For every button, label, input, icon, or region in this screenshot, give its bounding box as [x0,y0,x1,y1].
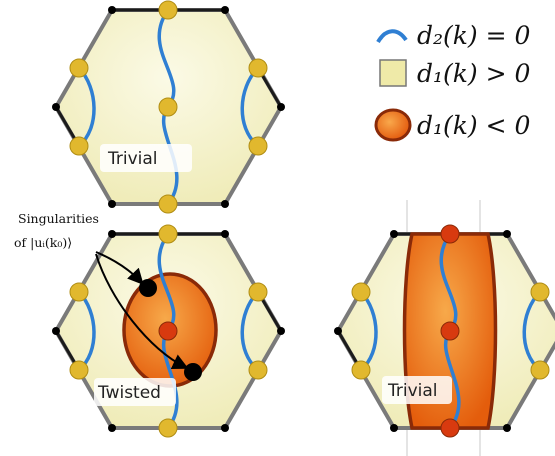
yellow-nodes-top-left [69,0,268,214]
legend-square-label: d₁(k) > 0 [417,59,531,88]
legend-square-icon [379,59,407,87]
yellow-nodes-bottom-right [351,282,550,380]
red-nodes-bottom-right [440,224,460,438]
panel-bottom-left: Twisted [52,224,285,438]
corner-dots-top-left [52,6,285,208]
panel-label-bottom-left: Twisted [97,383,161,403]
legend-circle-icon [374,108,412,142]
legend-curve-icon [376,29,408,44]
annotation-line-1: Singularities [18,211,99,226]
panel-top-left: Trivial [52,0,285,214]
annotation-arrow-upper [95,251,144,285]
annotation-line-2: of |uᵢ(k₀)⟩ [14,235,72,250]
legend-circle-label: d₁(k) < 0 [417,111,531,140]
legend-curve-label: d₂(k) = 0 [417,21,531,50]
panel-label-top-left: Trivial [107,149,158,169]
yellow-nodes-bottom-left [69,224,268,438]
corner-dots-bottom-right [334,230,511,432]
red-node-bottom-left [158,321,178,341]
singularity-lower [184,363,202,381]
panel-label-bottom-right: Trivial [387,381,438,401]
corner-dots-bottom-left [52,230,285,432]
singularity-upper [139,279,157,297]
legend: d₂(k) = 0 d₁(k) > 0 d₁(k) < 0 [374,21,531,142]
panel-bottom-right: Trivial [334,200,555,456]
annotation-arrow-lower [95,253,189,369]
